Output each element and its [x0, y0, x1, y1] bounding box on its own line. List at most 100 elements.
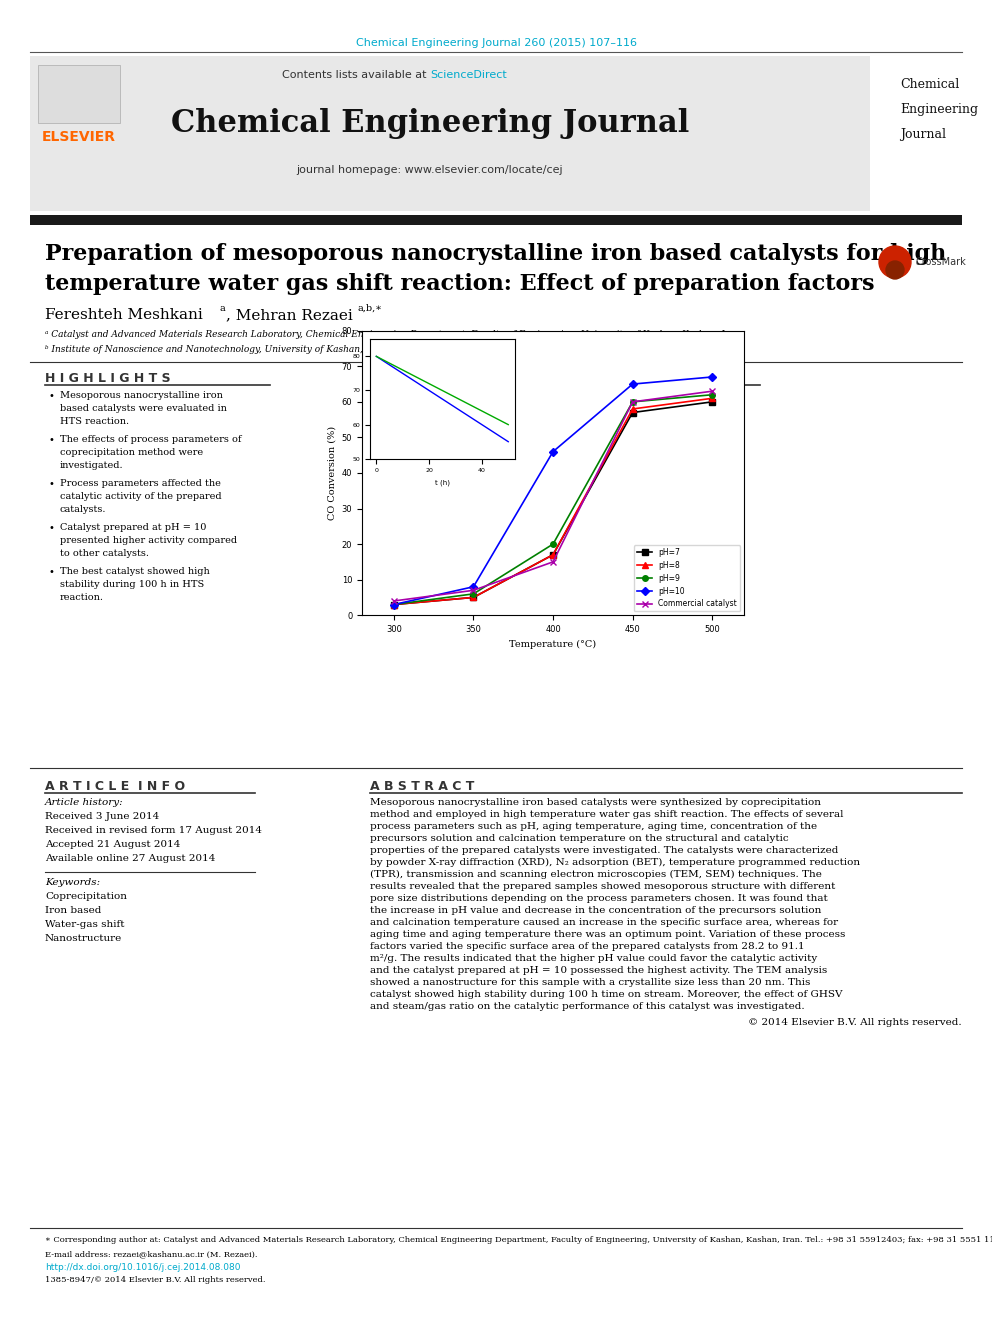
Y-axis label: CO Conversion (%): CO Conversion (%) — [327, 426, 336, 520]
Text: ᵃ Catalyst and Advanced Materials Research Laboratory, Chemical Engineering Depa: ᵃ Catalyst and Advanced Materials Resear… — [45, 329, 740, 339]
pH=8 — [388, 597, 400, 613]
pH=8 — [706, 390, 718, 406]
Text: http://dx.doi.org/10.1016/j.cej.2014.08.080: http://dx.doi.org/10.1016/j.cej.2014.08.… — [45, 1263, 240, 1271]
Text: Preparation of mesoporous nanocrystalline iron based catalysts for high: Preparation of mesoporous nanocrystallin… — [45, 243, 946, 265]
Bar — [30, 216, 962, 225]
Text: aging time and aging temperature there was an optimum point. Variation of these : aging time and aging temperature there w… — [370, 930, 845, 939]
pH=9 — [548, 536, 559, 552]
Text: coprecipitation method were: coprecipitation method were — [60, 448, 203, 456]
Line: Commercial catalyst: Commercial catalyst — [391, 389, 715, 603]
Commercial catalyst — [548, 554, 559, 570]
Text: H I G H L I G H T S: H I G H L I G H T S — [45, 372, 171, 385]
pH=7 — [548, 546, 559, 562]
Text: Engineering: Engineering — [900, 103, 978, 116]
Text: journal homepage: www.elsevier.com/locate/cej: journal homepage: www.elsevier.com/locat… — [297, 165, 563, 175]
Text: Chemical Engineering Journal 260 (2015) 107–116: Chemical Engineering Journal 260 (2015) … — [355, 38, 637, 48]
Text: (TPR), transmission and scanning electron microscopies (TEM, SEM) techniques. Th: (TPR), transmission and scanning electro… — [370, 871, 822, 878]
Text: catalysts.: catalysts. — [60, 505, 106, 515]
Text: ScienceDirect: ScienceDirect — [430, 70, 507, 79]
Text: a,b,∗: a,b,∗ — [358, 304, 383, 314]
Text: method and employed in high temperature water gas shift reaction. The effects of: method and employed in high temperature … — [370, 810, 843, 819]
Bar — [30, 56, 870, 210]
Text: The best catalyst showed high: The best catalyst showed high — [60, 568, 209, 576]
Text: E-mail address: rezaei@kashanu.ac.ir (M. Rezaei).: E-mail address: rezaei@kashanu.ac.ir (M.… — [45, 1250, 258, 1258]
Text: Process parameters affected the: Process parameters affected the — [60, 479, 221, 488]
Text: catalyst showed high stability during 100 h time on stream. Moreover, the effect: catalyst showed high stability during 10… — [370, 990, 842, 999]
pH=10 — [548, 443, 559, 459]
Text: temperature water gas shift reaction: Effect of preparation factors: temperature water gas shift reaction: Ef… — [45, 273, 875, 295]
Text: •: • — [48, 435, 54, 445]
Text: the increase in pH value and decrease in the concentration of the precursors sol: the increase in pH value and decrease in… — [370, 906, 821, 916]
Circle shape — [886, 261, 904, 279]
pH=7 — [706, 394, 718, 410]
X-axis label: Temperature (°C): Temperature (°C) — [510, 639, 596, 648]
Bar — [38, 65, 120, 123]
pH=8 — [467, 590, 479, 606]
Text: stability during 100 h in HTS: stability during 100 h in HTS — [60, 579, 204, 589]
Commercial catalyst — [388, 593, 400, 609]
pH=9 — [627, 394, 639, 410]
Text: , Mehran Rezaei: , Mehran Rezaei — [226, 308, 353, 321]
Text: and steam/gas ratio on the catalytic performance of this catalyst was investigat: and steam/gas ratio on the catalytic per… — [370, 1002, 805, 1011]
Text: Received in revised form 17 August 2014: Received in revised form 17 August 2014 — [45, 826, 262, 835]
pH=10 — [467, 579, 479, 595]
Text: Iron based: Iron based — [45, 906, 101, 916]
Text: to other catalysts.: to other catalysts. — [60, 549, 149, 558]
Text: showed a nanostructure for this sample with a crystallite size less than 20 nm. : showed a nanostructure for this sample w… — [370, 978, 810, 987]
Text: Fereshteh Meshkani: Fereshteh Meshkani — [45, 308, 202, 321]
pH=7 — [388, 597, 400, 613]
Text: factors varied the specific surface area of the prepared catalysts from 28.2 to : factors varied the specific surface area… — [370, 942, 805, 951]
Text: Chemical: Chemical — [900, 78, 959, 91]
Text: ᵇ Institute of Nanoscience and Nanotechnology, University of Kashan, Kashan, Ira: ᵇ Institute of Nanoscience and Nanotechn… — [45, 345, 424, 355]
Commercial catalyst — [706, 384, 718, 400]
Text: pore size distributions depending on the process parameters chosen. It was found: pore size distributions depending on the… — [370, 894, 827, 904]
Line: pH=7: pH=7 — [391, 400, 715, 607]
Text: •: • — [48, 479, 54, 490]
Text: Mesoporous nanocrystalline iron based catalysts were synthesized by coprecipitat: Mesoporous nanocrystalline iron based ca… — [370, 798, 821, 807]
Text: process parameters such as pH, aging temperature, aging time, concentration of t: process parameters such as pH, aging tem… — [370, 822, 817, 831]
Text: Contents lists available at: Contents lists available at — [282, 70, 430, 79]
Text: © 2014 Elsevier B.V. All rights reserved.: © 2014 Elsevier B.V. All rights reserved… — [748, 1017, 962, 1027]
Text: A B S T R A C T: A B S T R A C T — [370, 781, 474, 792]
pH=7 — [627, 405, 639, 421]
Text: Keywords:: Keywords: — [45, 878, 100, 886]
Text: and calcination temperature caused an increase in the specific surface area, whe: and calcination temperature caused an in… — [370, 918, 838, 927]
Commercial catalyst — [627, 394, 639, 410]
pH=9 — [706, 386, 718, 402]
pH=9 — [388, 597, 400, 613]
pH=10 — [706, 369, 718, 385]
Line: pH=10: pH=10 — [391, 374, 715, 607]
Text: based catalysts were evaluated in: based catalysts were evaluated in — [60, 404, 227, 413]
Circle shape — [879, 246, 911, 278]
Text: Coprecipitation: Coprecipitation — [45, 892, 127, 901]
Text: ∗ Corresponding author at: Catalyst and Advanced Materials Research Laboratory, : ∗ Corresponding author at: Catalyst and … — [45, 1236, 992, 1244]
Text: catalytic activity of the prepared: catalytic activity of the prepared — [60, 492, 221, 501]
pH=10 — [388, 597, 400, 613]
Text: m²/g. The results indicated that the higher pH value could favor the catalytic a: m²/g. The results indicated that the hig… — [370, 954, 817, 963]
Text: The effects of process parameters of: The effects of process parameters of — [60, 435, 241, 445]
Text: investigated.: investigated. — [60, 460, 124, 470]
pH=10 — [627, 376, 639, 392]
Line: pH=8: pH=8 — [391, 396, 715, 607]
Text: Nanostructure: Nanostructure — [45, 934, 122, 943]
Legend: pH=7, pH=8, pH=9, pH=10, Commercial catalyst: pH=7, pH=8, pH=9, pH=10, Commercial cata… — [634, 545, 740, 611]
Text: reaction.: reaction. — [60, 593, 104, 602]
Text: by powder X-ray diffraction (XRD), N₂ adsorption (BET), temperature programmed r: by powder X-ray diffraction (XRD), N₂ ad… — [370, 859, 860, 867]
Text: Accepted 21 August 2014: Accepted 21 August 2014 — [45, 840, 181, 849]
Text: Available online 27 August 2014: Available online 27 August 2014 — [45, 855, 215, 863]
Text: Journal: Journal — [900, 128, 946, 142]
Text: properties of the prepared catalysts were investigated. The catalysts were chara: properties of the prepared catalysts wer… — [370, 845, 838, 855]
Commercial catalyst — [467, 582, 479, 598]
Text: •: • — [48, 568, 54, 577]
Text: HTS reaction.: HTS reaction. — [60, 417, 129, 426]
Text: A R T I C L E  I N F O: A R T I C L E I N F O — [45, 781, 186, 792]
Text: 1385-8947/© 2014 Elsevier B.V. All rights reserved.: 1385-8947/© 2014 Elsevier B.V. All right… — [45, 1275, 266, 1285]
pH=8 — [548, 546, 559, 562]
Text: G R A P H I C A L  A B S T R A C T: G R A P H I C A L A B S T R A C T — [370, 372, 598, 385]
Text: precursors solution and calcination temperature on the structural and catalytic: precursors solution and calcination temp… — [370, 833, 789, 843]
Text: Water-gas shift: Water-gas shift — [45, 919, 125, 929]
Text: Chemical Engineering Journal: Chemical Engineering Journal — [171, 108, 689, 139]
Line: pH=9: pH=9 — [391, 392, 715, 607]
Text: •: • — [48, 392, 54, 401]
Text: presented higher activity compared: presented higher activity compared — [60, 536, 237, 545]
